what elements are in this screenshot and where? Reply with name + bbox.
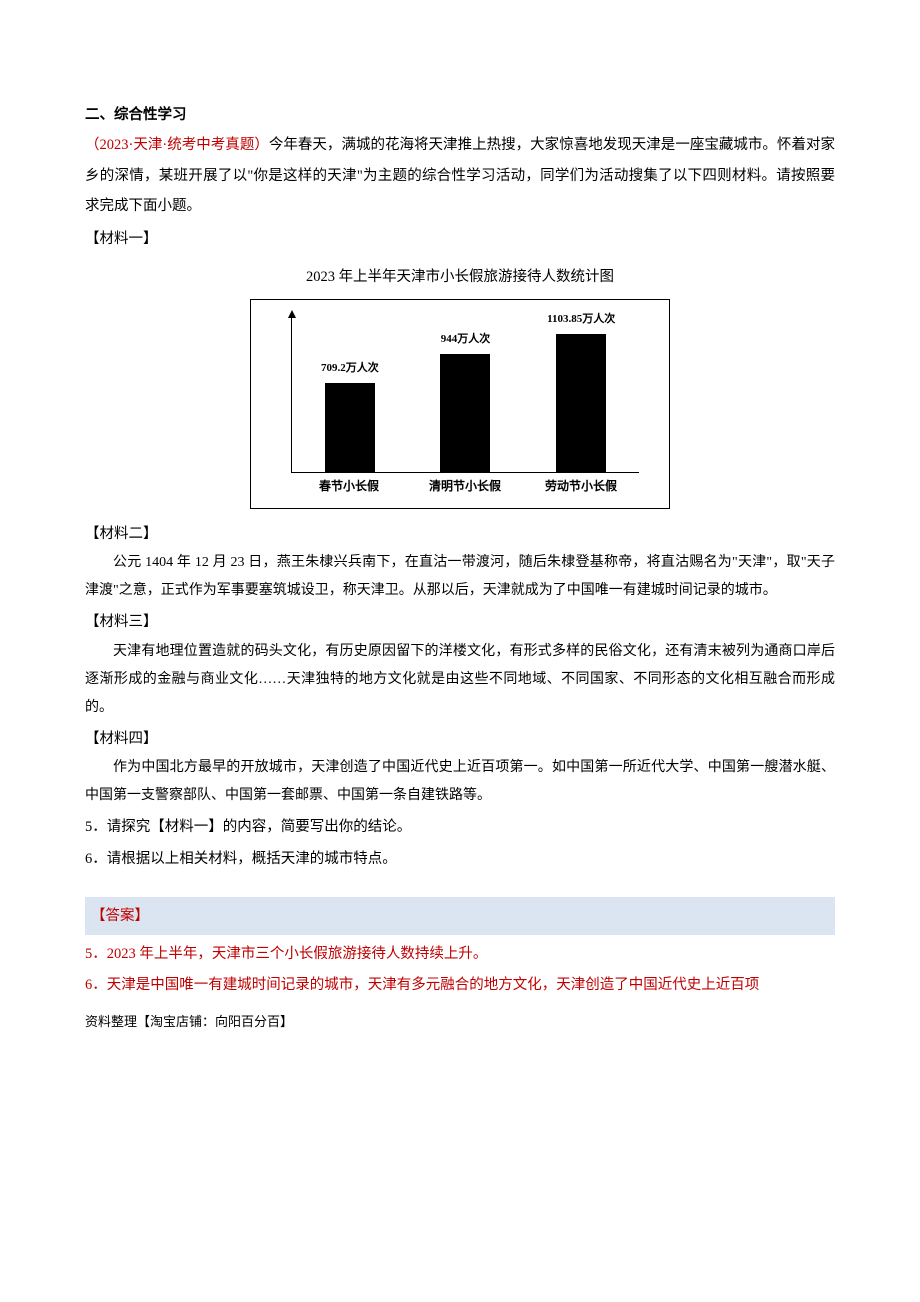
question-6: 6．请根据以上相关材料，概括天津的城市特点。	[85, 844, 835, 874]
material-1-label: 【材料一】	[85, 224, 835, 254]
material-2-body: 公元 1404 年 12 月 23 日，燕王朱棣兴兵南下，在直沽一带渡河，随后朱…	[85, 549, 835, 605]
material-4-label: 【材料四】	[85, 724, 835, 754]
bar-rect	[556, 334, 606, 472]
section-heading: 二、综合性学习	[85, 100, 835, 130]
bar-value-label: 709.2万人次	[321, 357, 379, 380]
material-4-body: 作为中国北方最早的开放城市，天津创造了中国近代史上近百项第一。如中国第一所近代大…	[85, 754, 835, 810]
chart-title: 2023 年上半年天津市小长假旅游接待人数统计图	[85, 262, 835, 292]
bar-rect	[440, 354, 490, 472]
chart-container: 709.2万人次 944万人次 1103.85万人次 春节小长假清明节小长假劳动节小…	[85, 299, 835, 509]
question-5: 5．请探究【材料一】的内容，简要写出你的结论。	[85, 812, 835, 842]
bar-item: 944万人次	[413, 328, 517, 472]
bar-value-label: 1103.85万人次	[547, 308, 615, 331]
chart-plot-area: 709.2万人次944万人次1103.85万人次	[291, 318, 639, 473]
x-axis-label: 春节小长假	[297, 474, 401, 499]
bars-row: 709.2万人次944万人次1103.85万人次	[292, 318, 639, 472]
bar-rect	[325, 383, 375, 472]
x-axis-labels: 春节小长假清明节小长假劳动节小长假	[291, 474, 639, 499]
intro-paragraph: （2023·天津·统考中考真题）今年春天，满城的花海将天津推上热搜，大家惊喜地发…	[85, 130, 835, 221]
chart-box: 709.2万人次 944万人次 1103.85万人次 春节小长假清明节小长假劳动节小…	[250, 299, 670, 509]
source-tag: （2023·天津·统考中考真题）	[85, 137, 269, 153]
material-2-label: 【材料二】	[85, 519, 835, 549]
footer-text: 资料整理【淘宝店铺：向阳百分百】	[85, 1008, 835, 1035]
answer-6: 6．天津是中国唯一有建城时间记录的城市，天津有多元融合的地方文化，天津创造了中国…	[85, 970, 835, 1000]
bar-item: 1103.85万人次	[529, 308, 633, 472]
answer-5: 5．2023 年上半年，天津市三个小长假旅游接待人数持续上升。	[85, 939, 835, 969]
material-3-label: 【材料三】	[85, 607, 835, 637]
y-axis-arrow-icon	[288, 310, 296, 318]
x-axis-label: 劳动节小长假	[529, 474, 633, 499]
bar-value-label: 944万人次	[441, 328, 491, 351]
answer-header: 【答案】	[85, 897, 835, 935]
x-axis-label: 清明节小长假	[413, 474, 517, 499]
material-3-body: 天津有地理位置造就的码头文化，有历史原因留下的洋楼文化，有形式多样的民俗文化，还…	[85, 638, 835, 722]
bar-item: 709.2万人次	[298, 357, 402, 472]
